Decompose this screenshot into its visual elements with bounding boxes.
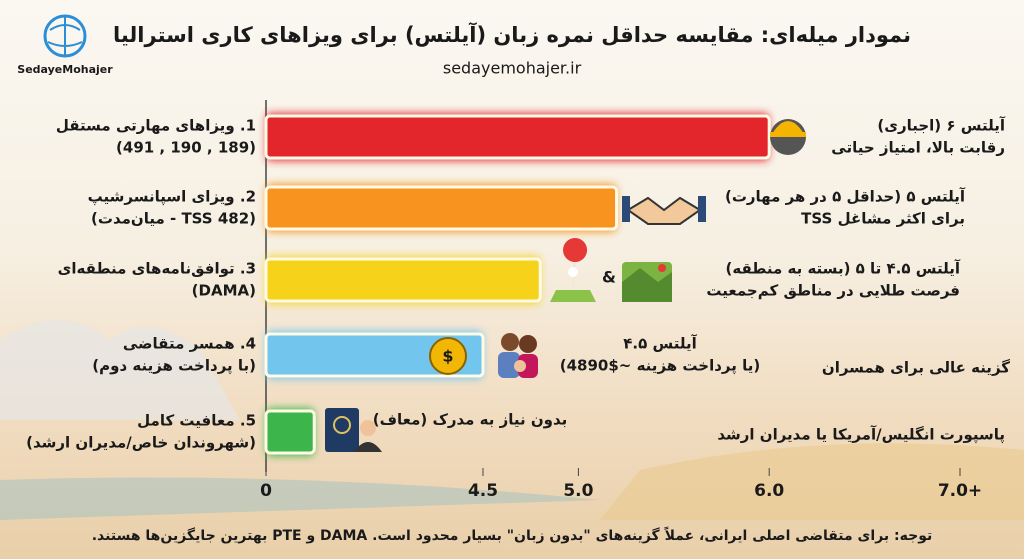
icon-helmet-gear-part [770, 132, 806, 137]
icon-passport-part [325, 408, 359, 452]
logo-lines [47, 16, 83, 56]
bar [264, 409, 316, 455]
logo-text: SedayeMohajer [17, 63, 113, 76]
icon-handshake-part [698, 196, 706, 222]
annotation: گزینه عالی برای همسران [822, 359, 1010, 377]
icon-passport-part [360, 420, 376, 436]
icon-coins-part [429, 337, 467, 375]
logo: SedayeMohajer [17, 14, 113, 76]
icon-map-pin [550, 238, 596, 302]
x-tick-label: 0 [260, 481, 272, 501]
icon-passport-part [333, 416, 351, 434]
icon-landscape-part [622, 268, 672, 302]
bar [264, 114, 771, 160]
annotation: (یا پرداخت هزینه ~$4890) [560, 357, 760, 376]
opera-house [0, 320, 240, 420]
icon-map-pin-part [550, 290, 596, 302]
icon-landscape [622, 262, 672, 302]
chart-subtitle: sedayemohajer.ir [443, 59, 582, 78]
icon-landscape-part [658, 264, 666, 272]
category-label: 2. ویزای اسپانسرشیپ [88, 188, 256, 207]
annotation: برای اکثر مشاغل TSS [801, 210, 965, 228]
bar [264, 332, 485, 378]
annotation: آیلتس ۴.۵ [623, 335, 697, 353]
x-tick-label: 7.0+ [938, 481, 982, 501]
x-tick-label: 5.0 [563, 481, 593, 501]
x-tick-label: 6.0 [754, 481, 784, 501]
icon-family-part [514, 360, 526, 372]
bar [264, 185, 619, 231]
category-note: (TSS 482 - میان‌مدت) [91, 210, 256, 228]
category-note: (شهروندان خاص/مدیران ارشد) [26, 434, 256, 452]
icon-handshake [622, 196, 706, 225]
icon-family-part [498, 352, 520, 378]
category-label: 1. ویزاهای مهارتی مستقل [56, 117, 256, 135]
icon-family [498, 333, 538, 378]
icon-helmet-gear-part [772, 121, 804, 134]
x-tick-label: 4.5 [468, 481, 498, 501]
annotation: آیلتس ۴.۵ تا ۵ (بسته به منطقه) [726, 260, 961, 278]
connector: & [602, 268, 616, 287]
category-label: 4. همسر متقاضی [123, 335, 256, 353]
category-note: (189 , 190 , 491) [116, 139, 256, 157]
icon-coins: $ [429, 337, 467, 375]
icon-handshake-part [626, 196, 702, 225]
annotation: فرصت طلایی در مناطق کم‌جمعیت [706, 282, 960, 300]
footnote: توجه: برای متقاضی اصلی ایرانی، عملاً گزی… [92, 526, 933, 544]
icon-coins-part: $ [442, 347, 453, 366]
icon-passport [325, 408, 382, 452]
bar [264, 257, 542, 303]
icon-passport-part [354, 442, 382, 452]
annotation: آیلتس ۶ (اجباری) [877, 117, 1005, 135]
icon-map-pin-part [563, 238, 588, 298]
category-note: (با پرداخت هزینه دوم) [92, 357, 256, 376]
sea [0, 477, 600, 520]
icon-family-part [519, 335, 537, 353]
annotation: رقابت بالا، امتیاز حیاتی [831, 139, 1005, 157]
annotation: آیلتس ۵ (حداقل ۵ در هر مهارت) [725, 188, 966, 206]
icon-family-part [518, 354, 538, 378]
category-label: 3. توافق‌نامه‌های منطقه‌ای [58, 260, 256, 278]
beach [600, 443, 1024, 520]
chart-title: نمودار میله‌ای: مقایسه حداقل نمره زبان (… [113, 22, 911, 47]
icon-handshake-part [622, 196, 630, 222]
icon-map-pin-part [568, 267, 578, 277]
annotation: پاسپورت انگلیس/آمریکا یا مدیران ارشد [717, 426, 1005, 445]
annotation: بدون نیاز به مدرک (معاف) [373, 411, 568, 429]
icon-helmet-gear [770, 119, 806, 155]
category-note: (DAMA) [192, 282, 256, 300]
icon-family-part [501, 333, 519, 351]
category-label: 5. معافیت کامل [137, 412, 256, 430]
